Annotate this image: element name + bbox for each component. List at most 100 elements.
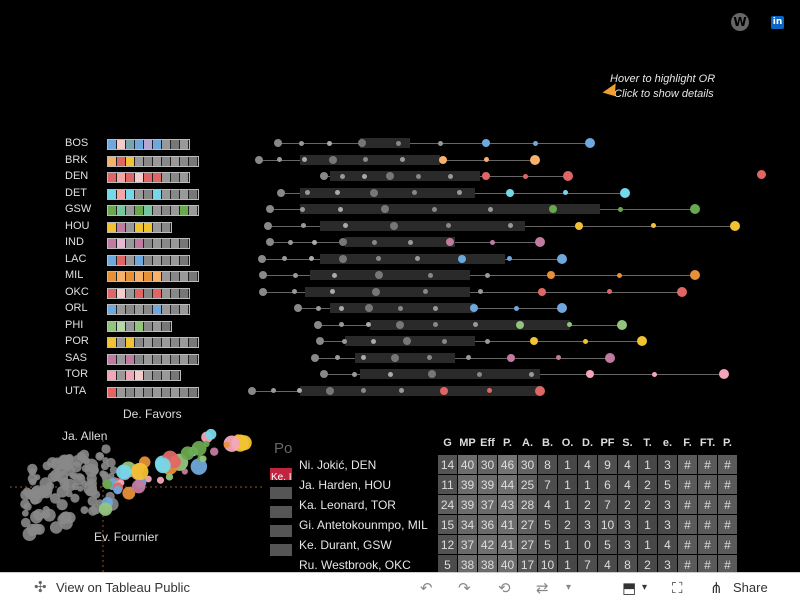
column-header-2[interactable]: Eff [480,437,495,449]
wordpress-icon[interactable]: W [731,13,749,31]
scatter-point[interactable] [155,457,171,474]
scatter-point[interactable] [88,506,98,516]
player-dot[interactable] [255,155,263,164]
player-dot[interactable] [264,221,272,230]
player-dot[interactable] [361,388,367,393]
scatter-svg[interactable] [0,400,265,572]
team-color-swatch-mil[interactable] [107,271,199,282]
player-name[interactable]: Ru. Westbrook, OKC [295,554,438,572]
team-color-swatch-det[interactable] [107,188,199,200]
player-dot-outlier[interactable] [757,170,766,179]
scatter-point[interactable] [70,461,82,473]
scatter-point[interactable] [223,435,241,452]
table-row[interactable]: Ke. Durant, GSW 12 37 42 41 27 5 1 0 5 3 1 4 # # # [295,534,738,555]
scatter-point[interactable] [168,455,181,469]
scatter-point[interactable] [144,475,152,483]
player-dot-max[interactable] [730,220,740,231]
scatter-point[interactable] [20,499,30,509]
fullscreen-icon[interactable]: ⛶ [672,579,683,597]
scatter-point[interactable] [57,514,68,525]
scatter-point[interactable] [100,462,109,471]
player-dot[interactable] [375,256,381,261]
scatter-point[interactable] [99,470,107,478]
player-dot[interactable] [334,355,340,360]
player-dot[interactable] [370,338,376,344]
player-dot[interactable] [618,206,624,212]
undo-icon[interactable]: ↶ [420,579,433,597]
team-label-ind[interactable]: IND [65,236,84,248]
scatter-point[interactable] [59,477,70,488]
scatter-point[interactable] [45,481,55,491]
scatter-point[interactable] [98,502,113,516]
player-dot[interactable] [369,188,378,197]
player-dot[interactable] [363,157,369,162]
player-dot[interactable] [332,272,338,278]
player-dot[interactable] [293,272,299,278]
scatter-point[interactable] [76,474,84,482]
team-label-por[interactable]: POR [65,335,89,347]
player-dot[interactable] [426,355,432,360]
scatter-point[interactable] [101,444,111,454]
player-dot[interactable] [372,239,378,245]
player-dot[interactable] [481,139,490,147]
player-dot[interactable] [513,305,519,311]
table-row[interactable]: Ru. Westbrook, OKC 5 38 38 40 17 10 1 7 4 8 2 3 # # # [295,554,738,572]
scatter-point[interactable] [42,461,52,471]
linkedin-icon[interactable]: in [771,16,784,29]
player-dot-max[interactable] [557,303,567,313]
player-dot[interactable] [562,190,568,195]
scatter-point[interactable] [31,485,45,499]
player-dot[interactable] [445,238,454,246]
player-dot[interactable] [320,370,328,378]
player-dot[interactable] [529,371,535,377]
player-name[interactable]: Ni. Jokić, DEN [295,454,438,475]
scatter-point[interactable] [102,457,109,464]
team-label-brk[interactable]: BRK [65,153,88,166]
player-dot[interactable] [402,337,411,345]
player-dot[interactable] [342,223,348,228]
scatter-point[interactable] [21,509,29,517]
scatter-point[interactable] [49,493,61,504]
legend-swatch[interactable] [270,468,292,480]
legend-swatch[interactable] [270,506,292,518]
player-dot[interactable] [315,305,321,311]
player-dot[interactable] [651,223,657,228]
player-dot[interactable] [432,206,438,212]
player-dot-max[interactable] [605,352,615,363]
player-name[interactable]: Ja. Harden, HOU [295,474,438,495]
player-dot[interactable] [442,338,448,344]
player-scatter-plot[interactable] [0,400,265,572]
player-dot[interactable] [312,239,318,245]
scatter-point[interactable] [108,472,115,479]
player-dot[interactable] [395,320,404,329]
scatter-point[interactable] [131,462,149,481]
column-header-1[interactable]: MP [459,437,476,449]
scatter-point[interactable] [92,490,101,499]
column-header-13[interactable]: FT. [699,437,716,449]
player-dot[interactable] [507,353,516,362]
scatter-point[interactable] [47,472,58,483]
player-dot[interactable] [522,173,528,179]
scatter-point[interactable] [49,521,63,534]
scatter-point[interactable] [191,440,207,456]
player-dot[interactable] [556,355,562,360]
player-dot[interactable] [259,271,267,279]
player-dot[interactable] [448,173,454,179]
scatter-point[interactable] [102,479,113,490]
player-dot[interactable] [277,188,285,197]
player-dot[interactable] [266,238,274,246]
scatter-point[interactable] [81,480,88,487]
player-dot[interactable] [566,322,572,327]
scatter-point[interactable] [84,463,99,478]
player-dot[interactable] [399,157,405,162]
team-label-hou[interactable]: HOU [65,219,90,232]
player-dot[interactable] [488,206,494,212]
player-dot[interactable] [457,254,466,263]
player-dot[interactable] [422,289,428,294]
player-dot-max[interactable] [535,237,545,247]
player-dot[interactable] [311,353,319,362]
player-dot[interactable] [389,221,398,230]
scatter-point[interactable] [199,455,207,463]
team-label-orl[interactable]: ORL [65,302,88,314]
column-header-0[interactable]: G [443,437,452,449]
